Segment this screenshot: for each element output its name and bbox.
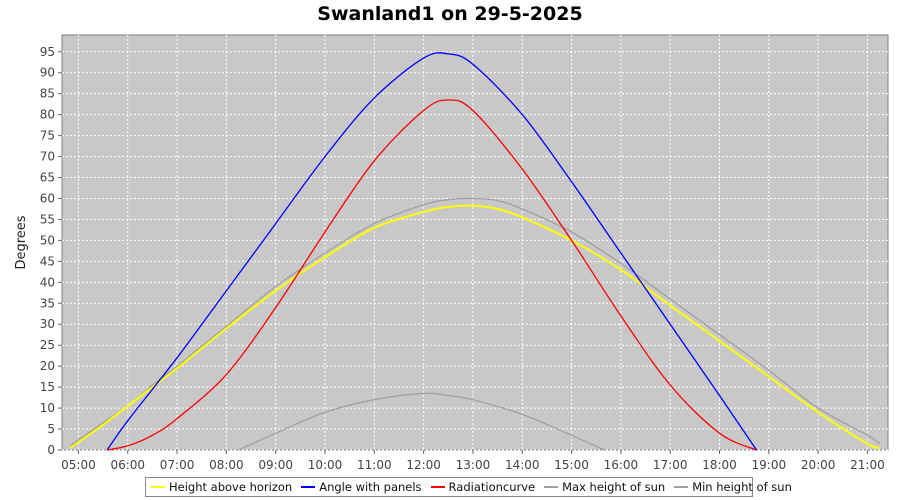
y-tick-label: 75 xyxy=(40,129,55,143)
y-tick-label: 30 xyxy=(40,317,55,331)
x-tick-label: 06:00 xyxy=(110,458,145,472)
chart-legend: Height above horizon Angle with panels Rad… xyxy=(145,477,792,497)
x-tick-label: 09:00 xyxy=(258,458,293,472)
x-tick-label: 18:00 xyxy=(702,458,737,472)
y-tick-label: 20 xyxy=(40,359,55,373)
y-tick-label: 90 xyxy=(40,66,55,80)
legend-item-min-height-of-sun: Min height of sun xyxy=(674,480,792,494)
legend-label: Angle with panels xyxy=(319,480,422,494)
y-tick-label: 60 xyxy=(40,191,55,205)
legend-label: Radiationcurve xyxy=(448,480,536,494)
x-tick-label: 21:00 xyxy=(850,458,885,472)
y-tick-label: 15 xyxy=(40,380,55,394)
x-tick-label: 17:00 xyxy=(653,458,688,472)
legend-swatch xyxy=(151,486,165,488)
y-tick-label: 50 xyxy=(40,233,55,247)
series-line-height-above-horizon xyxy=(69,204,881,449)
legend-label: Max height of sun xyxy=(562,480,666,494)
legend-item-height-above-horizon: Height above horizon xyxy=(151,480,292,494)
legend-label: Height above horizon xyxy=(169,480,293,494)
series-line-max-height-of-sun xyxy=(69,197,881,447)
y-axis-label: Degrees xyxy=(14,215,29,269)
y-tick-label: 80 xyxy=(40,108,55,122)
x-tick-label: 16:00 xyxy=(604,458,639,472)
x-tick-label: 19:00 xyxy=(752,458,787,472)
y-tick-label: 65 xyxy=(40,171,55,185)
x-tick-label: 11:00 xyxy=(357,458,392,472)
series-line-min-height-of-sun xyxy=(238,392,605,451)
y-tick-label: 40 xyxy=(40,275,55,289)
series-line-radiationcurve xyxy=(107,99,757,451)
y-tick-label: 95 xyxy=(40,45,55,59)
x-tick-label: 10:00 xyxy=(308,458,343,472)
x-tick-label: 13:00 xyxy=(456,458,491,472)
x-tick-label: 12:00 xyxy=(406,458,441,472)
legend-swatch xyxy=(674,486,689,488)
chart-title: Swanland1 on 29-5-2025 xyxy=(317,3,583,25)
legend-label: Min height of sun xyxy=(692,480,792,494)
x-tick-label: 14:00 xyxy=(505,458,540,472)
x-tick-label: 08:00 xyxy=(209,458,244,472)
x-tick-label: 07:00 xyxy=(160,458,195,472)
legend-item-angle-with-panels: Angle with panels xyxy=(301,480,422,494)
y-tick-label: 45 xyxy=(40,254,55,268)
y-tick-label: 5 xyxy=(47,422,55,436)
x-tick-label: 15:00 xyxy=(554,458,589,472)
x-tick-label: 05:00 xyxy=(61,458,96,472)
y-tick-label: 10 xyxy=(40,401,55,415)
y-tick-label: 55 xyxy=(40,212,55,226)
y-tick-label: 35 xyxy=(40,296,55,310)
legend-swatch xyxy=(301,486,316,488)
y-tick-label: 85 xyxy=(40,87,55,101)
x-tick-label: 20:00 xyxy=(801,458,836,472)
legend-item-radiationcurve: Radiationcurve xyxy=(430,480,536,494)
legend-item-max-height-of-sun: Max height of sun xyxy=(544,480,665,494)
legend-swatch xyxy=(544,486,559,488)
series-line-angle-with-panels xyxy=(106,52,758,451)
legend-swatch xyxy=(430,486,445,488)
plot-area xyxy=(61,34,889,451)
y-tick-label: 25 xyxy=(40,338,55,352)
y-tick-label: 70 xyxy=(40,150,55,164)
y-tick-label: 0 xyxy=(47,443,55,457)
